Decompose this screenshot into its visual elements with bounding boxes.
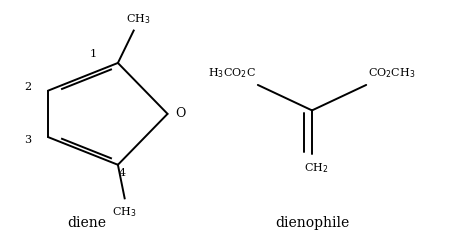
Text: dienophile: dienophile — [275, 216, 349, 230]
Text: diene: diene — [67, 216, 106, 230]
Text: CH$_2$: CH$_2$ — [304, 161, 329, 175]
Text: 3: 3 — [24, 136, 31, 146]
Text: CH$_3$: CH$_3$ — [112, 205, 137, 219]
Text: CH$_3$: CH$_3$ — [126, 12, 150, 26]
Text: CO$_2$CH$_3$: CO$_2$CH$_3$ — [368, 67, 416, 80]
Text: H$_3$CO$_2$C: H$_3$CO$_2$C — [207, 67, 255, 80]
Text: 4: 4 — [119, 168, 126, 178]
Text: 2: 2 — [24, 82, 31, 92]
Text: 1: 1 — [90, 50, 96, 59]
Text: O: O — [175, 107, 186, 120]
